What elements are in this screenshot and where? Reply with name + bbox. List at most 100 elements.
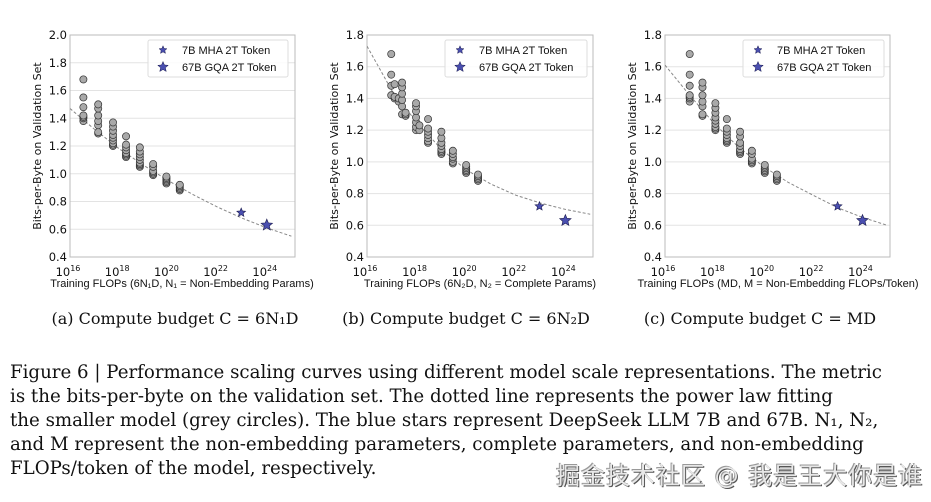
data-point-circle: [387, 70, 396, 79]
data-point-circle: [387, 50, 396, 58]
legend-star-icon: [753, 45, 763, 54]
data-point-circle: [424, 115, 433, 123]
data-point-circle: [122, 132, 131, 141]
y-tick-label: 1.2: [49, 139, 67, 153]
legend-label: 7B MHA 2T Token: [182, 45, 270, 57]
legend: 7B MHA 2T Token 67B GQA 2T Token: [147, 39, 289, 78]
y-tick-label: 2.0: [49, 28, 67, 42]
x-tick-label: 1022: [799, 264, 824, 279]
x-tick-label: 1020: [452, 264, 477, 279]
data-point-circle: [698, 78, 707, 87]
watermark: 掘金技术社区 @ 我是王大你是谁: [556, 462, 924, 490]
subcaption-c: (c) Compute budget C = MD: [643, 309, 877, 328]
legend-box: [147, 39, 289, 78]
star-67b: [856, 213, 869, 227]
y-tick-label: 1.4: [49, 111, 67, 125]
data-point-circle: [711, 99, 720, 108]
data-point-circle: [398, 78, 407, 87]
caption-line: and M represent the non-embedding parame…: [10, 434, 864, 455]
data-point-circle: [772, 170, 781, 179]
data-point-circle: [448, 146, 457, 155]
data-point-circle: [698, 91, 707, 100]
y-tick-label: 1.0: [49, 167, 67, 181]
data-point-circle: [685, 70, 694, 79]
plot-frame: [69, 34, 296, 258]
data-point-circle: [685, 81, 694, 90]
data-point-circle: [722, 115, 731, 123]
plot-frame: [366, 34, 594, 258]
x-tick-label: 1022: [501, 264, 526, 279]
legend-label: 67B GQA 2T Token: [777, 62, 871, 74]
y-tick-label: 0.6: [49, 222, 67, 236]
y-tick-label: 0.8: [346, 187, 364, 201]
data-point-circle: [109, 118, 117, 127]
data-point-circle: [162, 172, 171, 181]
data-point-circle: [94, 128, 103, 137]
x-tick-label: 1024: [848, 264, 873, 279]
power-law-fit-line: [665, 64, 888, 226]
legend-label: 7B MHA 2T Token: [777, 45, 865, 57]
y-tick-label: 0.8: [644, 187, 662, 201]
star-67b: [558, 213, 572, 227]
plot-frame: [664, 34, 891, 258]
y-axis-label: Bits-per-Byte on Validation Set: [626, 62, 639, 230]
y-tick-label: 0.6: [346, 218, 364, 232]
chart-c: 0.4 0.6 0.8 1.0 1.2 1.4 1.6 1.8 1016 1018 1020 1022…: [626, 28, 891, 279]
y-tick-label: 1.0: [644, 155, 662, 169]
x-tick-label: 1024: [551, 264, 576, 279]
caption-line: FLOPs/token of the model, respectively.: [10, 458, 377, 479]
data-point-circle: [698, 110, 707, 119]
x-axis-label-c: Training FLOPs (MD, M = Non-Embedding FL…: [637, 278, 919, 290]
data-point-circle: [424, 124, 433, 133]
data-point-circle: [390, 80, 399, 89]
x-tick-label: 1020: [154, 264, 179, 279]
data-point-circle: [462, 161, 471, 169]
y-tick-label: 0.4: [346, 250, 364, 264]
legend-star-icon: [455, 45, 465, 54]
y-tick-label: 1.6: [644, 60, 662, 74]
star-7b: [832, 200, 843, 211]
data-point-circle: [685, 50, 694, 58]
data-point-circle: [736, 127, 745, 136]
subcaption-b: (b) Compute budget C = 6N₂D: [342, 309, 590, 328]
star-7b: [236, 207, 247, 217]
data-point-circle: [415, 121, 424, 130]
data-point-circle: [79, 75, 88, 84]
y-axis-label: Bits-per-Byte on Validation Set: [328, 62, 341, 230]
y-tick-label: 1.8: [49, 56, 67, 70]
data-point-circle: [122, 140, 131, 149]
y-tick-label: 0.4: [49, 250, 67, 264]
data-point-circle: [401, 108, 410, 117]
y-axis-label: Bits-per-Byte on Validation Set: [31, 62, 44, 230]
data-point-circle: [437, 127, 446, 136]
y-tick-label: 0.8: [49, 195, 67, 209]
legend-star-icon: [157, 60, 169, 72]
data-point-circle: [94, 111, 103, 120]
y-tick-label: 1.0: [346, 155, 364, 169]
data-point-circle: [474, 170, 482, 179]
data-point-circle: [747, 146, 756, 155]
x-tick-label: 1020: [749, 264, 774, 279]
subcaption-a: (a) Compute budget C = 6N₁D: [51, 309, 299, 328]
data-point-circle: [412, 99, 420, 108]
legend-star-icon: [454, 60, 466, 72]
data-point-circle: [94, 100, 103, 109]
chart-b: 0.4 0.6 0.8 1.0 1.2 1.4 1.6 1.8 1016 1018 1020 1022…: [328, 28, 594, 279]
x-tick-label: 1018: [105, 264, 130, 279]
data-point-circle: [79, 103, 88, 112]
y-tick-label: 1.2: [644, 123, 662, 137]
data-point-circle: [149, 160, 158, 168]
x-axis-label-b: Training FLOPs (6N₂D, N₂ = Complete Para…: [363, 278, 597, 290]
y-tick-label: 0.6: [644, 218, 662, 232]
data-point-circle: [79, 111, 88, 120]
x-tick-label: 1016: [56, 264, 81, 279]
x-axis-label-a: Training FLOPs (6N₁D, N₁ = Non-Embedding…: [50, 278, 314, 290]
y-tick-label: 1.6: [346, 60, 364, 74]
legend-label: 67B GQA 2T Token: [182, 62, 276, 74]
x-tick-label: 1024: [252, 264, 277, 279]
data-point-circle: [135, 143, 144, 152]
x-tick-label: 1016: [353, 264, 378, 279]
legend: 7B MHA 2T Token 67B GQA 2T Token: [742, 39, 885, 78]
x-tick-label: 1018: [402, 264, 427, 279]
y-tick-label: 0.4: [644, 250, 662, 264]
